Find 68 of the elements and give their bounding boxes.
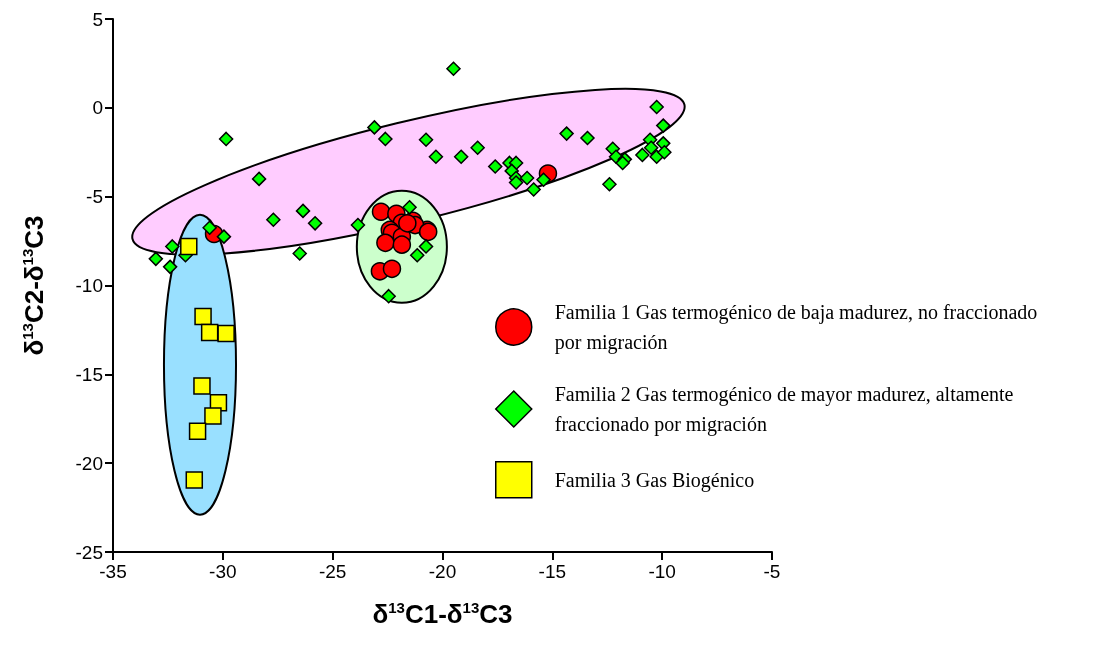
- point: [204, 407, 222, 425]
- point: [649, 99, 664, 115]
- point: [398, 214, 417, 233]
- point: [367, 120, 382, 135]
- point: [371, 202, 391, 222]
- y-tick-label: 0: [92, 97, 103, 119]
- point: [292, 246, 307, 261]
- point: [643, 140, 659, 156]
- point: [251, 171, 267, 187]
- point: [165, 239, 180, 254]
- point: [602, 176, 617, 192]
- legend-label: Familia 2 Gas termogénico de mayor madurez, altamente fraccionado por migración: [554, 383, 1019, 436]
- point: [559, 126, 574, 141]
- x-tick-label: -10: [648, 561, 676, 582]
- x-tick-label: -25: [318, 561, 347, 582]
- point: [216, 229, 232, 244]
- point: [580, 130, 595, 146]
- legend-label: Familia 3 Gas Biogénico: [554, 468, 755, 492]
- point: [392, 235, 412, 254]
- point: [295, 203, 311, 219]
- point: [350, 217, 366, 233]
- x-tick-label: -20: [428, 561, 457, 582]
- point: [453, 149, 469, 164]
- point: [307, 216, 323, 231]
- y-tick-label: -5: [86, 186, 103, 208]
- y-tick-label: -25: [75, 541, 103, 563]
- y-tick-label: -10: [75, 275, 103, 296]
- point: [402, 200, 417, 215]
- point: [508, 175, 524, 190]
- point: [409, 248, 425, 263]
- point: [526, 182, 541, 197]
- x-tick-label: -30: [209, 561, 237, 582]
- point: [536, 172, 551, 188]
- point: [470, 140, 485, 156]
- point: [418, 239, 434, 254]
- point: [657, 145, 672, 160]
- point: [615, 155, 630, 171]
- point: [381, 288, 396, 304]
- point: [487, 159, 503, 174]
- point: [185, 471, 204, 489]
- point: [218, 131, 234, 147]
- x-tick-label: -15: [538, 561, 567, 582]
- point: [200, 323, 219, 342]
- y-axis-title: δ13C2-δ13C3: [18, 215, 49, 356]
- point: [635, 147, 650, 163]
- point: [217, 324, 235, 343]
- point: [180, 237, 198, 256]
- point: [519, 170, 535, 186]
- y-tick-label: -20: [75, 452, 103, 474]
- point: [656, 118, 671, 133]
- point: [382, 259, 402, 279]
- point: [148, 251, 164, 267]
- point: [188, 422, 207, 440]
- point: [194, 307, 212, 326]
- x-tick-label: -5: [763, 561, 781, 582]
- point: [193, 377, 211, 395]
- point: [162, 259, 178, 275]
- y-tick-label: -15: [75, 363, 103, 385]
- point: [378, 131, 393, 147]
- x-tick-label: -35: [99, 561, 127, 582]
- point: [266, 212, 281, 228]
- point: [418, 132, 434, 148]
- point: [202, 220, 217, 236]
- legend-label: Familia 1 Gas termogénico de baja madurez, no fraccionado por migración: [554, 301, 1043, 354]
- point: [446, 61, 461, 76]
- point: [376, 233, 395, 253]
- point: [428, 149, 444, 164]
- y-tick-label: 5: [92, 8, 103, 30]
